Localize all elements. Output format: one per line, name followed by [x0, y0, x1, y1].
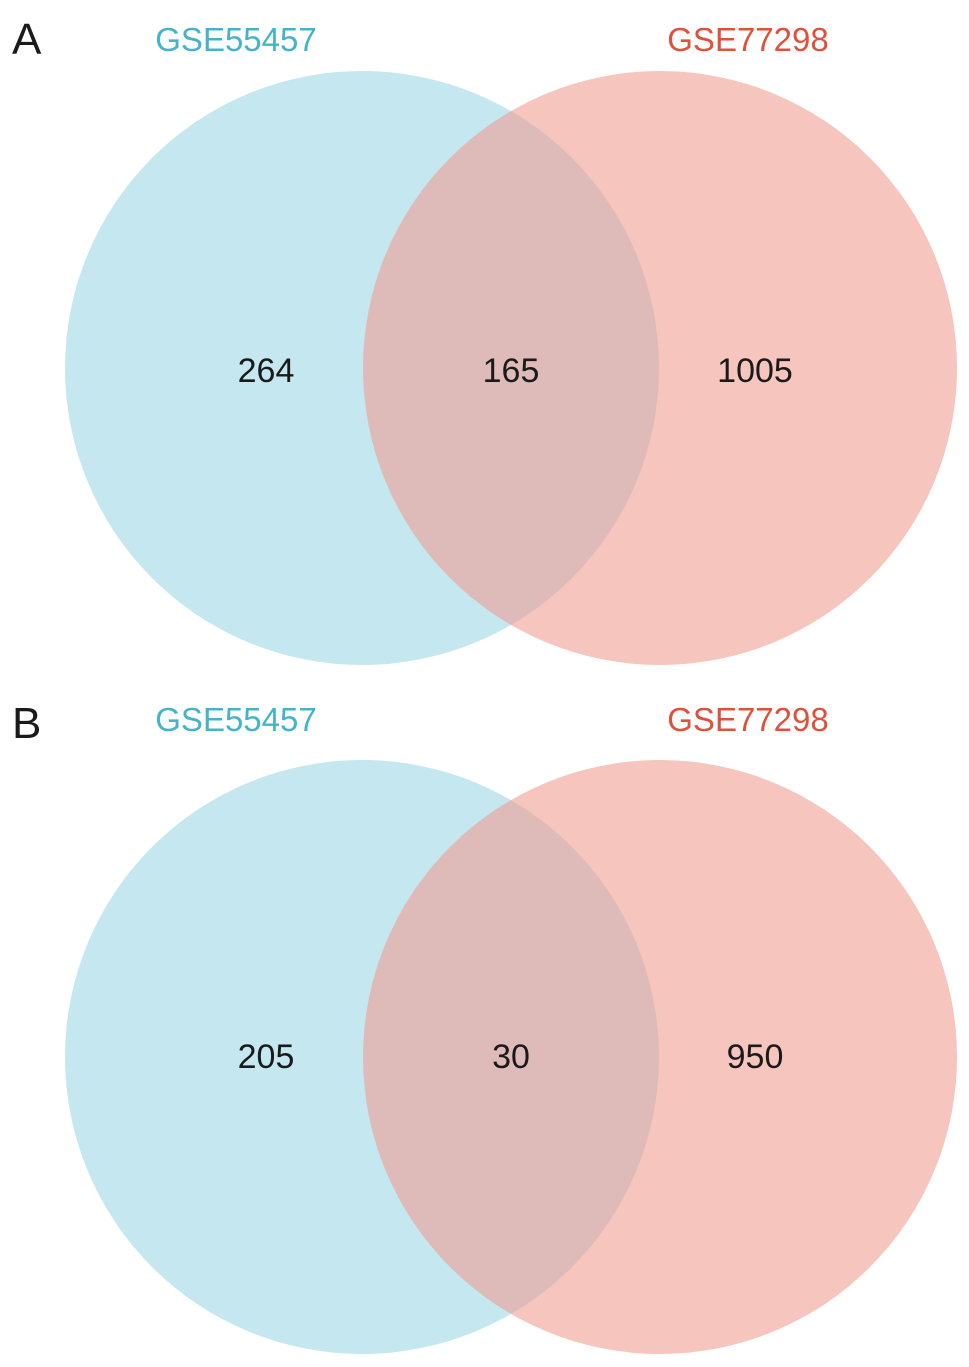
only-b-count: 1005	[717, 352, 793, 390]
panel-letter: A	[12, 15, 42, 64]
set-b-label: GSE77298	[667, 21, 828, 58]
venn-diagram-a: A GSE55457 GSE77298 264 165 1005	[12, 15, 957, 665]
only-a-count: 264	[238, 352, 295, 390]
set-b-circle	[363, 71, 957, 665]
intersection-count: 30	[492, 1038, 530, 1076]
venn-panel-b: B GSE55457 GSE77298 205 30 950	[0, 684, 969, 1367]
set-b-circle	[363, 760, 957, 1354]
only-a-count: 205	[238, 1038, 295, 1076]
venn-panel-a: A GSE55457 GSE77298 264 165 1005	[0, 0, 969, 683]
venn-diagram-b: B GSE55457 GSE77298 205 30 950	[12, 699, 957, 1354]
intersection-count: 165	[483, 352, 540, 390]
set-b-label: GSE77298	[667, 701, 828, 738]
only-b-count: 950	[727, 1038, 784, 1076]
set-a-label: GSE55457	[155, 21, 316, 58]
panel-letter: B	[12, 699, 41, 748]
set-a-label: GSE55457	[155, 701, 316, 738]
